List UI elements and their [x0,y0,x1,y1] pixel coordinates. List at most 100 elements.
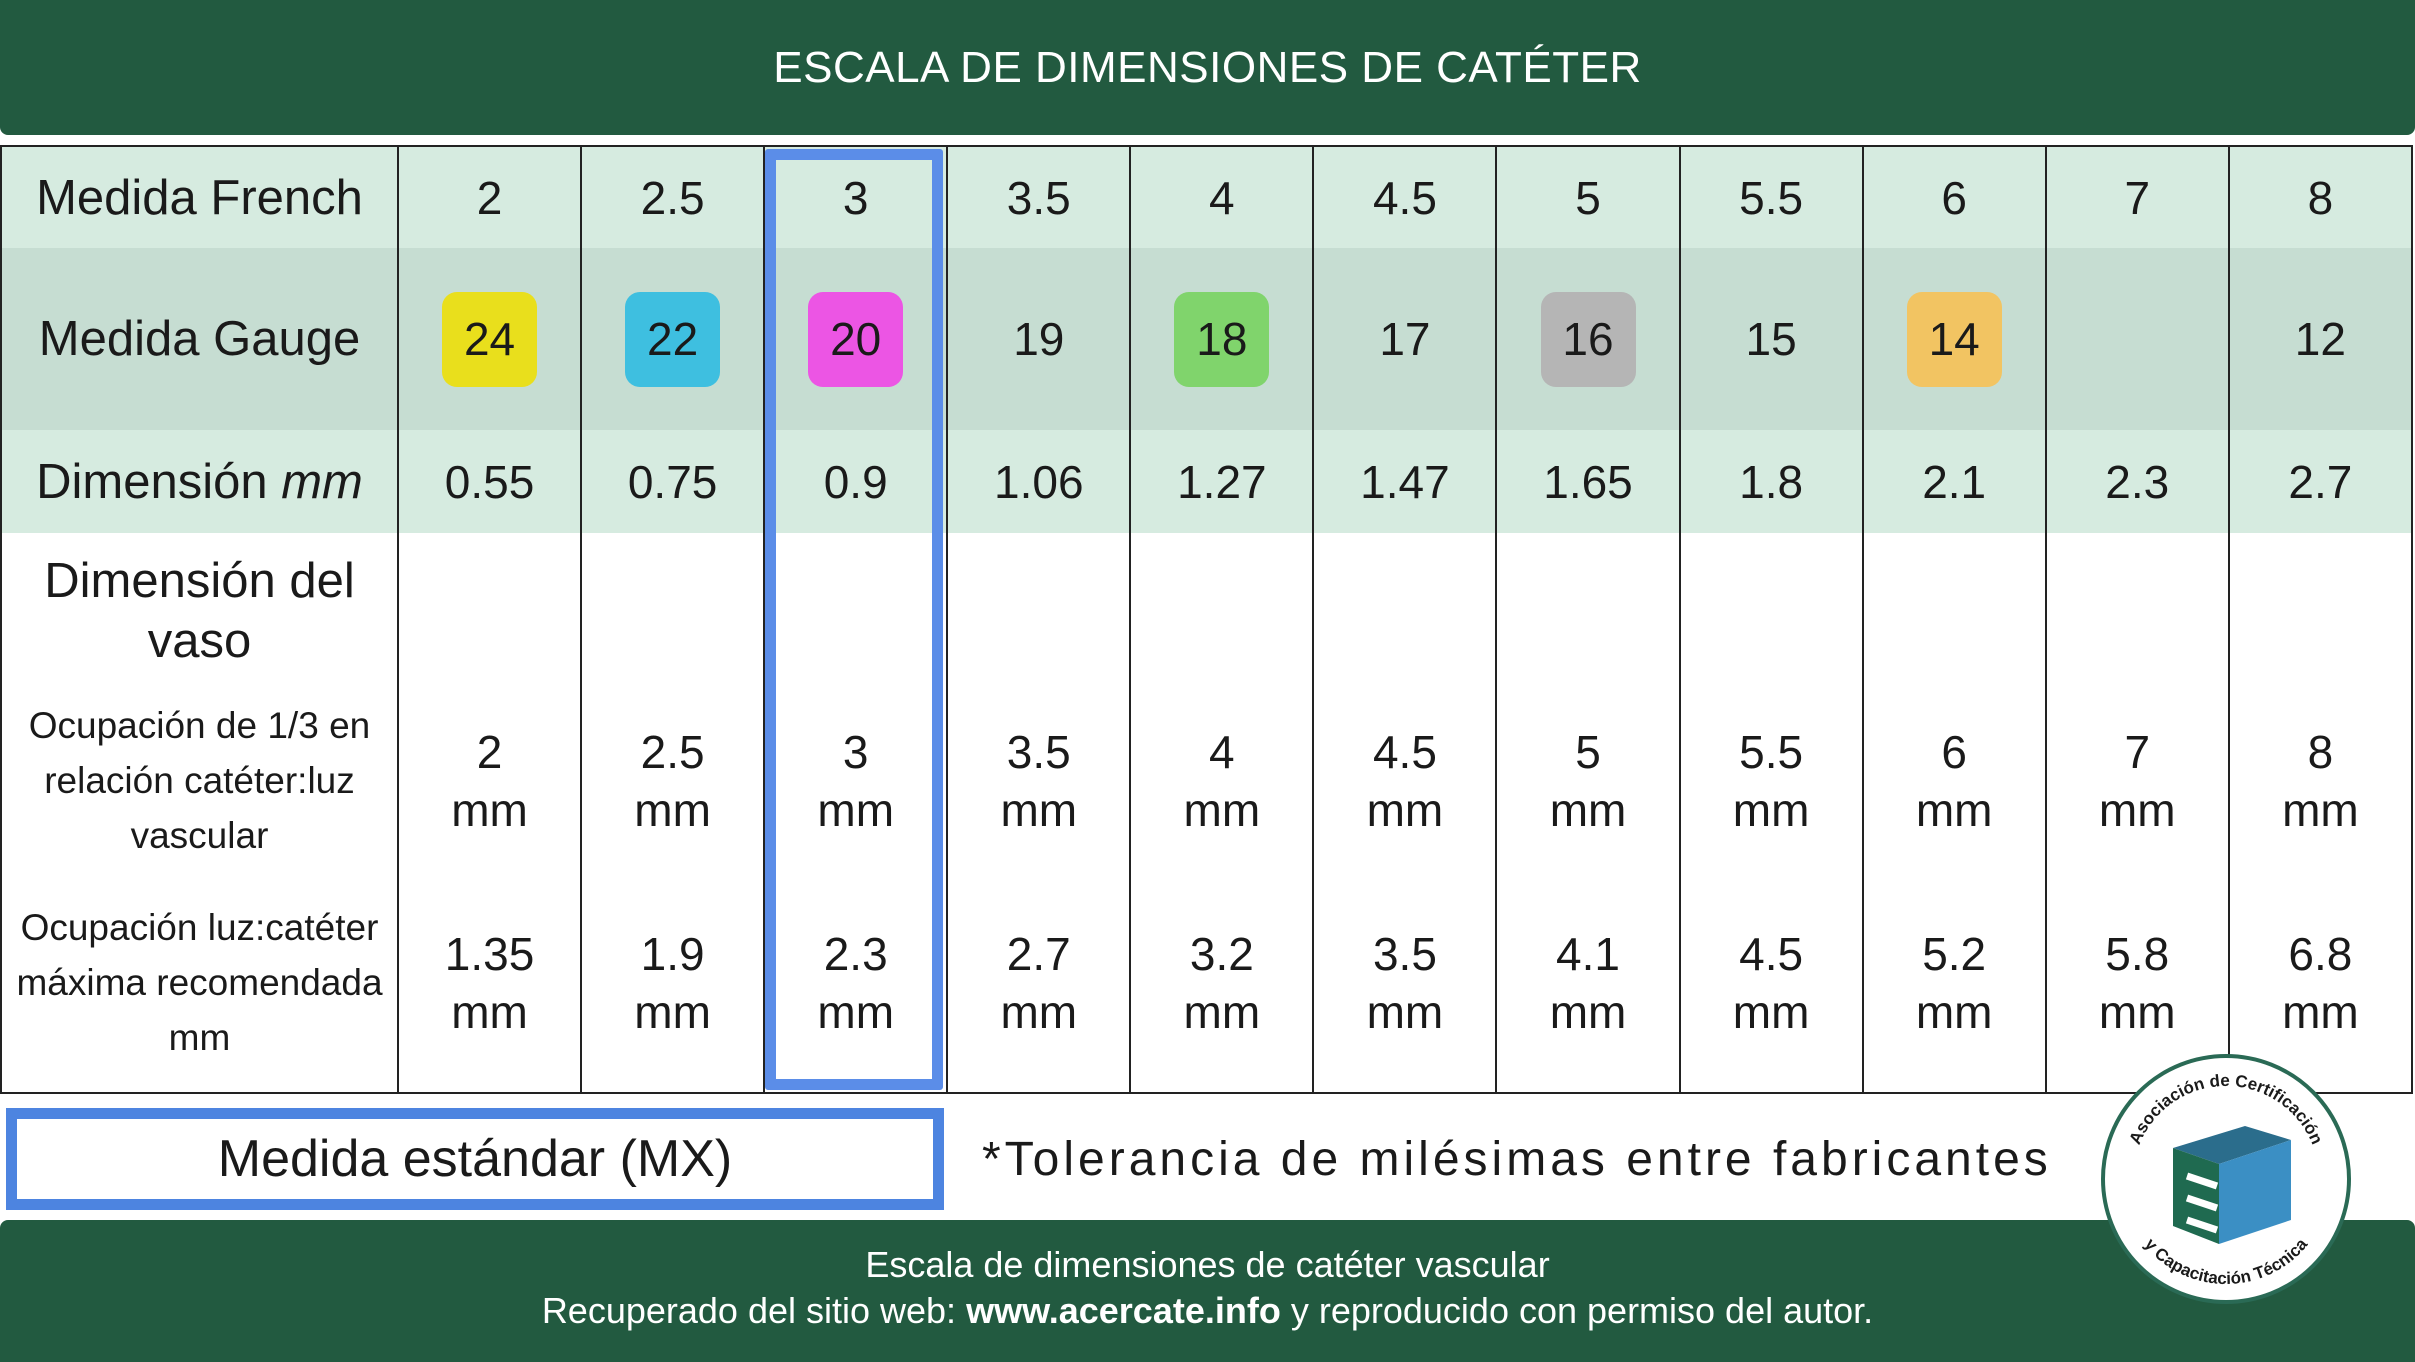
gauge-cell: 22 [580,248,766,430]
dimension-cell: 2.3 [2044,430,2230,533]
blank-cell [763,533,949,688]
gauge-value: 19 [1013,313,1065,365]
gauge-cell: 15 [1678,248,1864,430]
footer-line: Escala de dimensiones de catéter vascula… [865,1244,1550,1285]
row-label: Ocupación de 1/3 en relación catéter:luz… [0,688,399,873]
vessel-cell: 3.2 mm [1129,873,1315,1094]
vessel-cell: 3.5 mm [1312,873,1498,1094]
gauge-chip: 20 [808,291,904,387]
dimension-cell: 2.7 [2227,430,2414,533]
vessel-value: 3.2 mm [1183,927,1261,1038]
vessel-value: 1.35 mm [444,927,535,1038]
dimension-cell: 1.06 [946,430,1132,533]
row-vessel: Ocupación de 1/3 en relación catéter:luz… [0,688,2414,873]
tolerance-note: *Tolerancia de milésimas entre fabricant… [982,1133,2052,1186]
footer-prefix: Recuperado del sitio web: [541,1290,967,1331]
logo-book [2173,1148,2219,1244]
blank-cell [1312,533,1498,688]
row-vessel: Ocupación luz:catéter máxima recomendada… [0,873,2414,1094]
catheter-table: Medida French 2 2.5 3 3.5 4 4.5 5 5.5 6 7 8 Medida G… [0,145,2414,1094]
vessel-cell: 5 mm [1495,688,1681,873]
blank-cell [580,533,766,688]
dimension-cell: 0.75 [580,430,766,533]
blank-cell [2227,533,2414,688]
vessel-value: 4.5 mm [1366,725,1444,836]
gauge-chip: 14 [1906,291,2002,387]
vessel-value: 5 mm [1549,725,1627,836]
blank-cell [2044,533,2230,688]
french-cell: 8 [2227,145,2414,248]
row-label: Dimensión del vaso [0,533,399,688]
gauge-cell: 17 [1312,248,1498,430]
dimension-cell: 0.55 [396,430,583,533]
vessel-cell: 2.5 mm [580,688,766,873]
vessel-value: 6.8 mm [2282,927,2359,1038]
dimension-cell: 2.1 [1861,430,2047,533]
gauge-cell: 19 [946,248,1132,430]
blank-cell [1861,533,2047,688]
blank-cell [1678,533,1864,688]
row-label: Medida French [0,145,399,248]
vessel-cell: 2.3 mm [763,873,949,1094]
row-vessel-heading: Dimensión del vaso [0,533,2414,688]
blank-cell [1129,533,1315,688]
french-cell: 4 [1129,145,1315,248]
gauge-cell: 24 [396,248,583,430]
label-text: Dimensión [36,454,268,509]
french-cell: 2.5 [580,145,766,248]
gauge-chip: 18 [1174,291,1270,387]
gauge-cell [2044,248,2230,430]
gauge-chip: 24 [442,291,538,387]
title: ESCALA DE DIMENSIONES DE CATÉTER [773,43,1642,92]
vessel-value: 4.5 mm [1732,927,1810,1038]
dimension-cell: 1.47 [1312,430,1498,533]
vessel-value: 2.3 mm [817,927,895,1038]
logo-book [2219,1140,2291,1244]
logo-book [2173,1126,2291,1164]
vessel-cell: 2.7 mm [946,873,1132,1094]
vessel-value: 3.5 mm [1000,725,1078,836]
gauge-cell: 16 [1495,248,1681,430]
row-label: Medida Gauge [0,248,399,430]
vessel-cell: 2 mm [396,688,583,873]
gauge-cell: 14 [1861,248,2047,430]
row-gauge: Medida Gauge 24 22 20 19 18 17 16 15 14 12 [0,248,2414,430]
vessel-cell: 4.1 mm [1495,873,1681,1094]
footer-link: www.acercate.info [966,1290,1281,1331]
dimension-cell: 1.8 [1678,430,1864,533]
row-label: Dimensión mm [0,430,399,533]
vessel-cell: 7 mm [2044,688,2230,873]
footer: Escala de dimensiones de catéter vascula… [0,1220,2415,1362]
vessel-value: 8 mm [2282,725,2359,836]
vessel-value: 3.5 mm [1366,927,1444,1038]
gauge-value: 17 [1379,313,1431,365]
vessel-value: 2.5 mm [634,725,711,836]
gauge-value: 15 [1745,313,1797,365]
vessel-cell: 6 mm [1861,688,2047,873]
logo-mark [2185,1172,2219,1234]
gauge-chip: 22 [625,291,721,387]
gauge-chip: 16 [1540,291,1636,387]
blank-cell [946,533,1132,688]
gauge-value: 12 [2294,313,2346,365]
vessel-value: 1.9 mm [634,927,711,1038]
row-label: Ocupación luz:catéter máxima recomendada… [0,873,399,1094]
vessel-cell: 4 mm [1129,688,1315,873]
vessel-value: 2 mm [451,725,528,836]
french-cell: 6 [1861,145,2047,248]
gauge-cell: 12 [2227,248,2414,430]
french-cell: 3.5 [946,145,1132,248]
vessel-cell: 3 mm [763,688,949,873]
dimension-cell: 1.27 [1129,430,1315,533]
legend-standard: Medida estándar (MX) [6,1108,944,1210]
vessel-value: 5.5 mm [1732,725,1810,836]
label-unit: mm [281,454,363,509]
vessel-value: 2.7 mm [1000,927,1078,1038]
header: ESCALA DE DIMENSIONES DE CATÉTER [0,0,2415,135]
vessel-cell: 4.5 mm [1678,873,1864,1094]
vessel-cell: 8 mm [2227,688,2414,873]
french-cell: 4.5 [1312,145,1498,248]
vessel-value: 7 mm [2098,725,2176,836]
standard-highlight [765,149,943,1090]
